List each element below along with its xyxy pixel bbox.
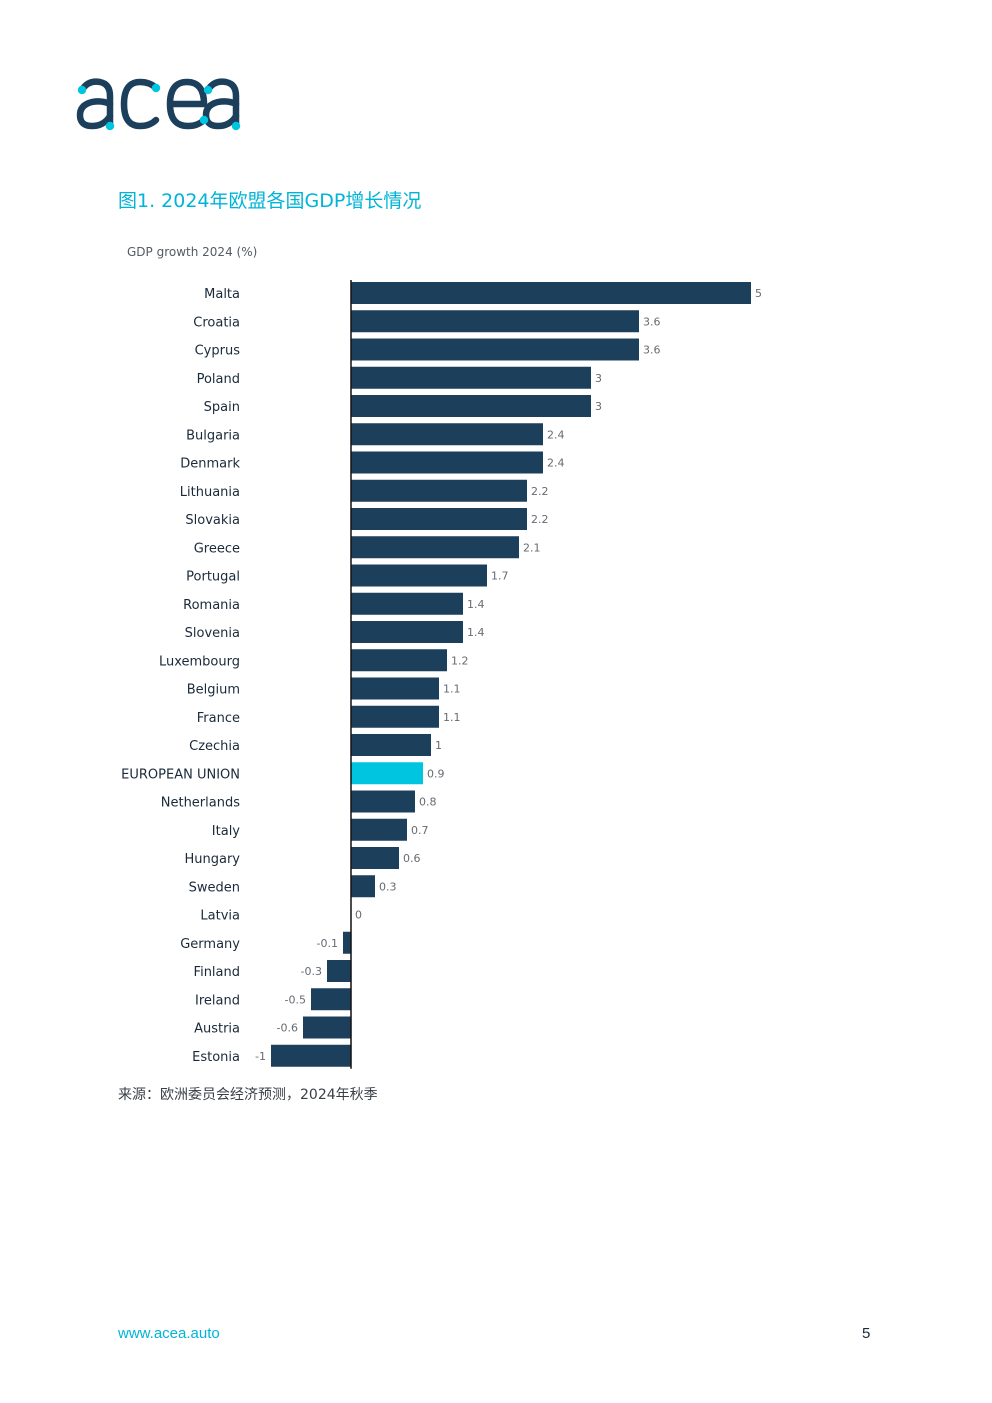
category-label: Austria: [194, 1022, 240, 1037]
value-label: 3.6: [643, 315, 661, 328]
category-label: Slovenia: [185, 626, 240, 641]
bar: [351, 734, 431, 756]
category-label: Finland: [194, 965, 240, 980]
value-label: 1: [435, 739, 442, 752]
value-label: 5: [755, 287, 762, 300]
category-label: Czechia: [189, 739, 240, 754]
category-label: Spain: [204, 400, 240, 415]
bar: [351, 677, 439, 700]
value-label: 3.6: [643, 344, 661, 357]
bar: [351, 847, 399, 869]
bar: [351, 705, 439, 728]
bar: [351, 451, 543, 474]
bar: [351, 818, 407, 841]
value-label: 2.2: [531, 485, 549, 498]
category-label: Portugal: [186, 570, 240, 585]
footer-url-link[interactable]: www.acea.auto: [118, 1325, 220, 1342]
bar: [351, 621, 463, 643]
value-label: 1.1: [443, 711, 461, 724]
category-label: Sweden: [189, 880, 240, 895]
category-label: Romania: [183, 598, 240, 613]
category-label: Estonia: [192, 1050, 240, 1065]
logo-text: acea: [72, 62, 75, 63]
category-label: Italy: [212, 824, 241, 839]
bar: [351, 479, 527, 502]
value-label: 0.9: [427, 767, 445, 780]
category-label: EUROPEAN UNION: [121, 767, 240, 782]
value-label: 1.4: [467, 626, 485, 639]
value-label: 1.2: [451, 654, 469, 667]
value-label: 2.4: [547, 457, 565, 470]
page-number: 5: [862, 1325, 871, 1342]
bar: [351, 875, 375, 898]
bar: [351, 536, 519, 559]
source-note: 来源：欧洲委员会经济预测，2024年秋季: [118, 1087, 378, 1103]
value-label: 2.2: [531, 513, 549, 526]
value-label: -0.3: [301, 965, 322, 978]
value-label: 0.8: [419, 796, 437, 809]
category-label: Cyprus: [195, 344, 241, 359]
value-label: -0.1: [317, 937, 338, 950]
bar: [351, 790, 415, 813]
bar-highlight: [351, 762, 423, 785]
category-label: Netherlands: [161, 796, 240, 811]
category-label: France: [197, 711, 240, 726]
value-label: 3: [595, 400, 602, 413]
category-label: Germany: [180, 937, 240, 952]
category-label: Ireland: [195, 993, 240, 1008]
value-label: 0.6: [403, 852, 421, 865]
bar: [311, 988, 351, 1011]
acea-logo: acea: [72, 62, 241, 131]
gdp-growth-bar-chart: Malta 5 Croatia 3.6 Cyprus 3.6 Poland 3 Spain 3 Bu…: [121, 280, 762, 1069]
bar: [351, 338, 639, 361]
value-label: 2.1: [523, 541, 541, 554]
category-label: Slovakia: [185, 513, 240, 528]
category-label: Lithuania: [180, 485, 240, 500]
value-label: 1.1: [443, 683, 461, 696]
value-label: 2.4: [547, 428, 565, 441]
value-label: 0.7: [411, 824, 429, 837]
category-label: Poland: [197, 372, 240, 387]
bar: [271, 1044, 351, 1067]
bar: [351, 508, 527, 530]
figure-title: 图1. 2024年欧盟各国GDP增长情况: [118, 190, 422, 212]
bar: [351, 310, 639, 333]
category-label: Bulgaria: [186, 428, 240, 443]
category-label: Denmark: [180, 457, 240, 472]
value-label: 0.3: [379, 880, 397, 893]
chart-subtitle: GDP growth 2024 (%): [127, 245, 258, 259]
category-label: Greece: [194, 541, 240, 556]
category-label: Luxembourg: [159, 654, 240, 669]
bar: [351, 649, 447, 672]
bar: [351, 592, 463, 615]
value-label: -0.5: [285, 993, 306, 1006]
bar: [351, 395, 591, 417]
category-label: Latvia: [200, 909, 240, 924]
bar: [351, 423, 543, 446]
category-label: Hungary: [184, 852, 240, 867]
value-label: 1.4: [467, 598, 485, 611]
bar: [303, 1016, 351, 1039]
bar: [351, 282, 751, 304]
bar: [327, 960, 351, 982]
value-label: 1.7: [491, 570, 509, 583]
value-label: 0: [355, 909, 362, 922]
value-label: -1: [255, 1050, 266, 1063]
bar: [351, 366, 591, 389]
category-label: Belgium: [187, 683, 240, 698]
bar: [351, 564, 487, 587]
bar: [343, 931, 351, 954]
category-label: Croatia: [193, 315, 240, 330]
value-label: 3: [595, 372, 602, 385]
value-label: -0.6: [277, 1022, 298, 1035]
category-label: Malta: [204, 287, 240, 302]
